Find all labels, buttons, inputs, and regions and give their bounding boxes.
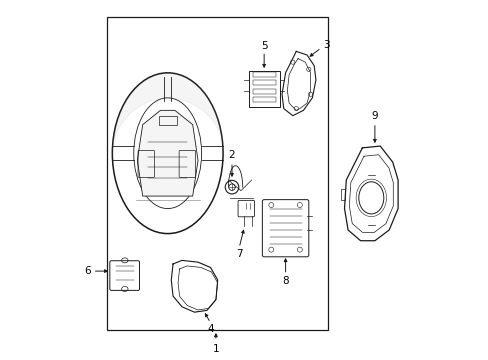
Text: 7: 7 (235, 249, 242, 259)
Text: 4: 4 (207, 324, 213, 334)
Bar (248, 71, 279, 107)
Polygon shape (137, 111, 198, 196)
Text: 6: 6 (84, 266, 91, 276)
Text: 2: 2 (228, 150, 235, 160)
Bar (252, 72, 275, 77)
Text: 3: 3 (323, 40, 329, 50)
Text: 9: 9 (371, 111, 377, 121)
Bar (340, 189, 345, 200)
Text: 8: 8 (282, 276, 288, 286)
Bar (107, 18, 328, 330)
Bar (252, 98, 275, 103)
Text: 1: 1 (212, 343, 219, 354)
Text: 5: 5 (260, 41, 267, 51)
Bar (252, 80, 275, 85)
Bar (252, 89, 275, 94)
Bar (159, 116, 176, 125)
